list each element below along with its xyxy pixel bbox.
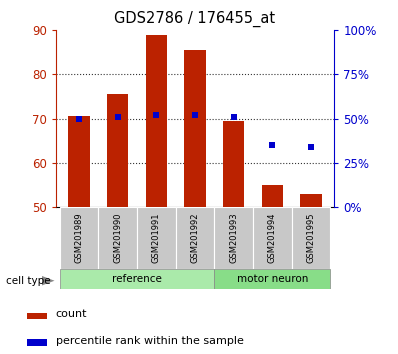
Text: GSM201995: GSM201995 xyxy=(306,213,316,263)
Bar xyxy=(137,207,176,269)
Bar xyxy=(300,194,322,207)
Bar xyxy=(27,313,47,319)
Bar xyxy=(107,94,128,207)
Title: GDS2786 / 176455_at: GDS2786 / 176455_at xyxy=(115,11,275,27)
Bar xyxy=(27,339,47,346)
Text: GSM201991: GSM201991 xyxy=(152,213,161,263)
Text: cell type: cell type xyxy=(6,276,51,286)
Bar xyxy=(292,207,330,269)
Text: reference: reference xyxy=(112,274,162,284)
Text: GSM201990: GSM201990 xyxy=(113,213,122,263)
Bar xyxy=(253,207,292,269)
Text: percentile rank within the sample: percentile rank within the sample xyxy=(56,336,244,346)
Bar xyxy=(98,207,137,269)
Bar xyxy=(215,269,330,289)
Bar xyxy=(215,207,253,269)
Bar xyxy=(146,34,167,207)
Text: GSM201993: GSM201993 xyxy=(229,213,238,263)
Text: GSM201989: GSM201989 xyxy=(74,213,84,263)
Bar xyxy=(223,121,244,207)
Bar xyxy=(262,185,283,207)
Bar xyxy=(60,269,215,289)
Polygon shape xyxy=(42,276,55,286)
Bar xyxy=(176,207,215,269)
Bar xyxy=(60,207,98,269)
Text: GSM201994: GSM201994 xyxy=(268,213,277,263)
Bar xyxy=(68,116,90,207)
Bar xyxy=(184,50,206,207)
Text: count: count xyxy=(56,309,87,319)
Text: motor neuron: motor neuron xyxy=(237,274,308,284)
Text: GSM201992: GSM201992 xyxy=(191,213,199,263)
